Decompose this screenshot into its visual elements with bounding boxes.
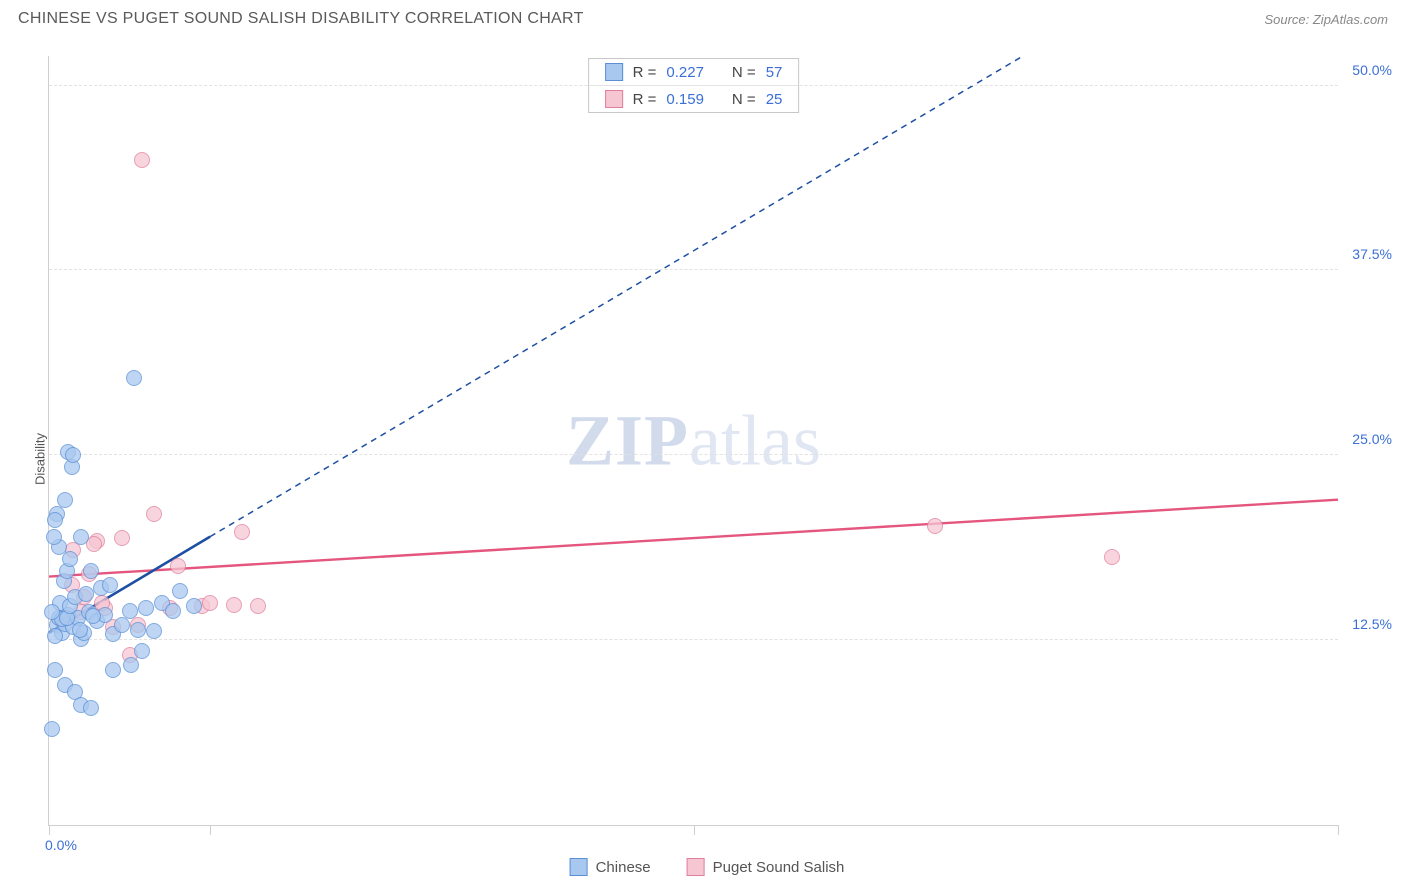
data-point-series-a (130, 622, 146, 638)
x-tick-label: 0.0% (45, 837, 77, 853)
gridline (49, 269, 1338, 270)
swatch-series-b (605, 90, 623, 108)
data-point-series-a (83, 700, 99, 716)
legend-label: Puget Sound Salish (713, 859, 845, 876)
n-value: 57 (766, 64, 783, 81)
x-tick (694, 825, 695, 835)
data-point-series-b (234, 524, 250, 540)
x-tick (210, 825, 211, 835)
data-point-series-a (47, 662, 63, 678)
data-point-series-a (134, 643, 150, 659)
data-point-series-b (202, 595, 218, 611)
gridline (49, 454, 1338, 455)
plot-area: ZIPatlas R = 0.227 N = 57 R = 0.159 N = … (48, 56, 1338, 826)
data-point-series-a (72, 622, 88, 638)
data-point-series-a (102, 577, 118, 593)
y-tick-label: 37.5% (1352, 246, 1392, 262)
y-tick-label: 25.0% (1352, 431, 1392, 447)
data-point-series-a (57, 492, 73, 508)
data-point-series-a (78, 586, 94, 602)
swatch-series-a (570, 858, 588, 876)
data-point-series-a (172, 583, 188, 599)
data-point-series-a (123, 657, 139, 673)
data-point-series-a (65, 447, 81, 463)
x-tick (1338, 825, 1339, 835)
data-point-series-a (126, 370, 142, 386)
r-value: 0.227 (666, 64, 704, 81)
data-point-series-a (114, 617, 130, 633)
legend-label: Chinese (596, 859, 651, 876)
data-point-series-a (44, 604, 60, 620)
data-point-series-b (226, 597, 242, 613)
r-label: R = (633, 64, 657, 81)
chart-title: CHINESE VS PUGET SOUND SALISH DISABILITY… (18, 10, 584, 28)
n-label: N = (732, 91, 756, 108)
data-point-series-a (73, 529, 89, 545)
data-point-series-a (85, 608, 101, 624)
data-point-series-a (146, 623, 162, 639)
swatch-series-a (605, 63, 623, 81)
x-tick (49, 825, 50, 835)
data-point-series-a (138, 600, 154, 616)
data-point-series-b (1104, 549, 1120, 565)
legend-item-b: Puget Sound Salish (687, 858, 845, 876)
gridline (49, 639, 1338, 640)
chart-container: Disability ZIPatlas R = 0.227 N = 57 R =… (18, 36, 1396, 882)
data-point-series-b (927, 518, 943, 534)
data-point-series-a (122, 603, 138, 619)
data-point-series-b (146, 506, 162, 522)
r-value: 0.159 (666, 91, 704, 108)
n-value: 25 (766, 91, 783, 108)
data-point-series-a (44, 721, 60, 737)
r-label: R = (633, 91, 657, 108)
trendlines (49, 56, 1338, 825)
n-label: N = (732, 64, 756, 81)
data-point-series-b (114, 530, 130, 546)
data-point-series-a (105, 662, 121, 678)
watermark-bold: ZIP (566, 400, 689, 480)
y-tick-label: 12.5% (1352, 616, 1392, 632)
data-point-series-a (83, 563, 99, 579)
legend-stats-row: R = 0.227 N = 57 (589, 59, 799, 85)
data-point-series-b (250, 598, 266, 614)
legend-item-a: Chinese (570, 858, 651, 876)
data-point-series-b (170, 558, 186, 574)
legend-series: Chinese Puget Sound Salish (570, 858, 845, 876)
data-point-series-a (62, 551, 78, 567)
source-attribution: Source: ZipAtlas.com (1264, 12, 1388, 27)
watermark: ZIPatlas (566, 399, 821, 482)
y-tick-label: 50.0% (1352, 62, 1392, 78)
data-point-series-a (47, 628, 63, 644)
data-point-series-b (134, 152, 150, 168)
swatch-series-b (687, 858, 705, 876)
gridline (49, 85, 1338, 86)
legend-stats-row: R = 0.159 N = 25 (589, 85, 799, 112)
y-axis-label: Disability (33, 433, 48, 485)
data-point-series-a (186, 598, 202, 614)
watermark-light: atlas (689, 400, 821, 480)
data-point-series-a (165, 603, 181, 619)
data-point-series-a (46, 529, 62, 545)
data-point-series-a (47, 512, 63, 528)
